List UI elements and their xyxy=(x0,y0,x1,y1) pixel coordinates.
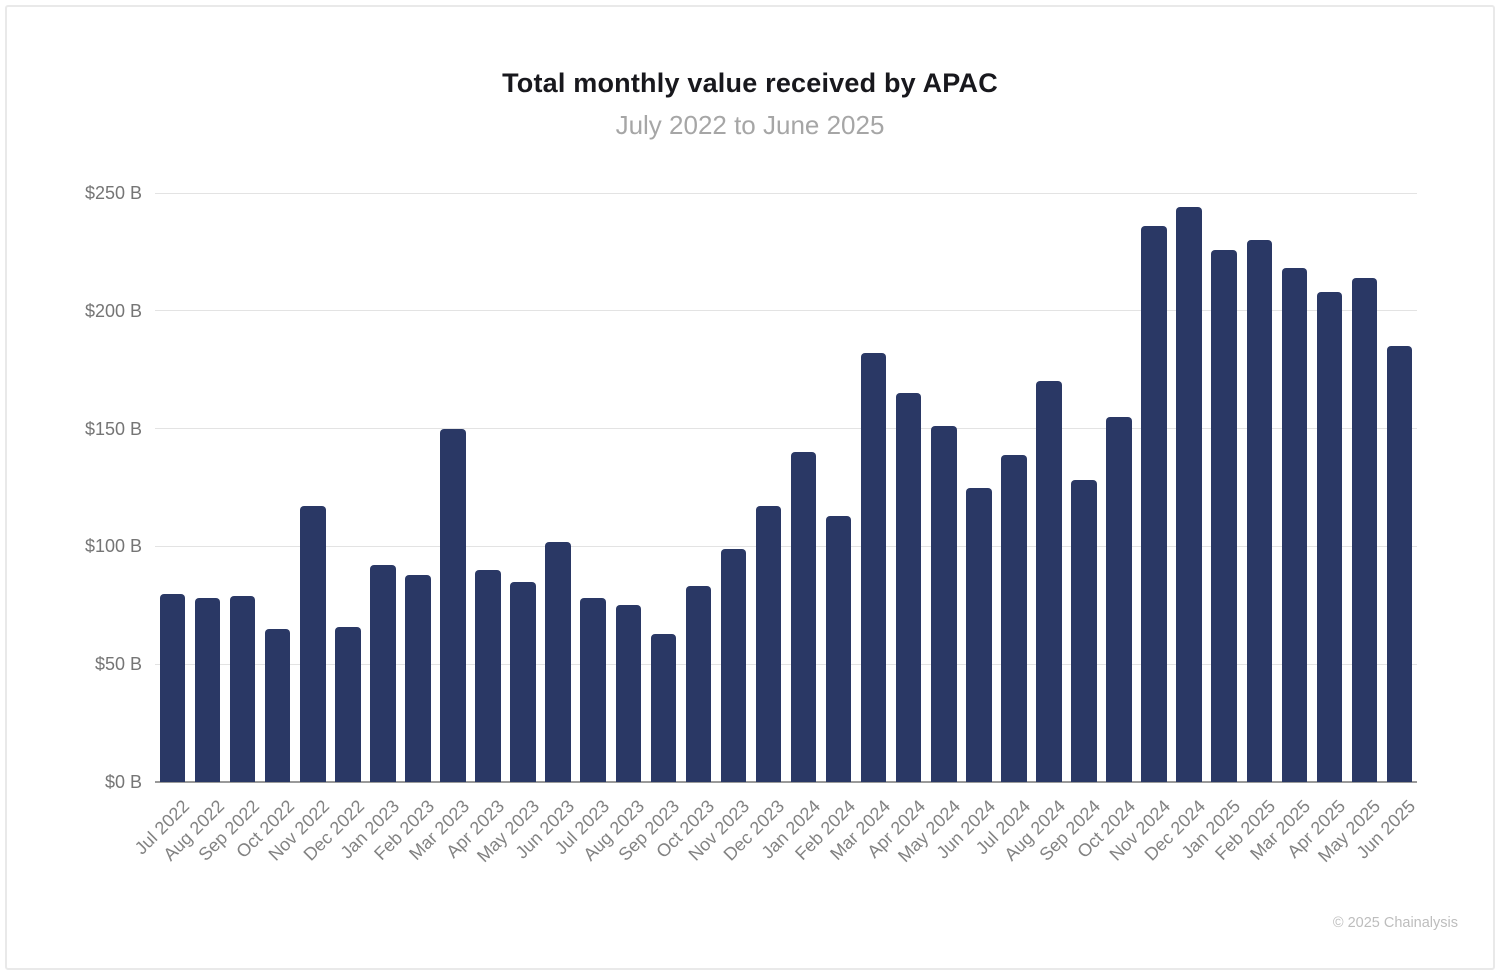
bar-jan-2024[interactable] xyxy=(790,452,817,782)
bar-dec-2024[interactable] xyxy=(1176,207,1202,782)
gridline-150b xyxy=(155,428,1417,430)
bar-oct-2022[interactable] xyxy=(264,628,291,782)
bar-apr-2025[interactable] xyxy=(1316,291,1343,782)
bar-jun-2024[interactable] xyxy=(966,487,992,782)
bar-dec-2023[interactable] xyxy=(755,506,782,782)
bar-mar-2023[interactable] xyxy=(440,428,466,782)
bar-sep-2024[interactable] xyxy=(1071,480,1097,782)
bar-apr-2024[interactable] xyxy=(895,393,922,782)
bar-sep-2023[interactable] xyxy=(650,633,677,782)
bar-feb-2024[interactable] xyxy=(825,515,852,782)
bar-jun-2025[interactable] xyxy=(1386,346,1413,782)
y-axis-tick-label-150b: $150 B xyxy=(84,418,142,439)
copyright-text: © 2025 Chainalysis xyxy=(1332,915,1458,931)
bar-oct-2024[interactable] xyxy=(1106,416,1132,782)
bar-mar-2025[interactable] xyxy=(1281,268,1308,782)
bar-may-2024[interactable] xyxy=(931,426,957,782)
bar-jul-2024[interactable] xyxy=(1001,454,1027,782)
chart-subtitle: July 2022 to June 2025 xyxy=(615,110,885,140)
gridline-200b xyxy=(155,310,1417,312)
bar-jan-2025[interactable] xyxy=(1211,249,1237,782)
bar-jul-2023[interactable] xyxy=(580,598,606,782)
plot-area: $0 B $50 B $100 B $150 B $200 B $250 B Jul 202… xyxy=(85,183,1420,866)
bar-feb-2025[interactable] xyxy=(1246,240,1272,782)
bar-may-2023[interactable] xyxy=(510,581,536,782)
y-axis-tick-label-50b: $50 B xyxy=(94,654,142,675)
bar-nov-2024[interactable] xyxy=(1141,225,1167,782)
gridline-100b xyxy=(155,545,1417,547)
y-axis-tick-label-100b: $100 B xyxy=(84,536,142,557)
bar-nov-2023[interactable] xyxy=(720,548,747,782)
bar-mar-2024[interactable] xyxy=(860,353,887,782)
bar-aug-2022[interactable] xyxy=(194,598,221,782)
gridline-250b xyxy=(155,192,1417,194)
bar-oct-2023[interactable] xyxy=(685,586,712,782)
bar-dec-2022[interactable] xyxy=(335,626,361,782)
chart-title: Total monthly value received by APAC xyxy=(502,68,998,98)
bar-aug-2024[interactable] xyxy=(1036,381,1062,782)
bar-aug-2023[interactable] xyxy=(615,605,641,782)
bar-jun-2023[interactable] xyxy=(545,541,571,782)
y-axis-tick-label-250b: $250 B xyxy=(84,183,142,203)
bar-nov-2022[interactable] xyxy=(300,506,326,782)
y-axis-tick-label-0b: $0 B xyxy=(104,772,142,792)
bar-jan-2023[interactable] xyxy=(370,565,396,782)
bar-jul-2022[interactable] xyxy=(159,593,186,782)
bar-feb-2023[interactable] xyxy=(405,574,431,782)
x-axis-line xyxy=(155,781,1417,783)
bar-may-2025[interactable] xyxy=(1351,277,1378,782)
y-axis-tick-label-200b: $200 B xyxy=(84,300,142,321)
bar-sep-2022[interactable] xyxy=(229,595,256,782)
gridline-50b xyxy=(155,663,1417,665)
bar-apr-2023[interactable] xyxy=(475,569,501,782)
